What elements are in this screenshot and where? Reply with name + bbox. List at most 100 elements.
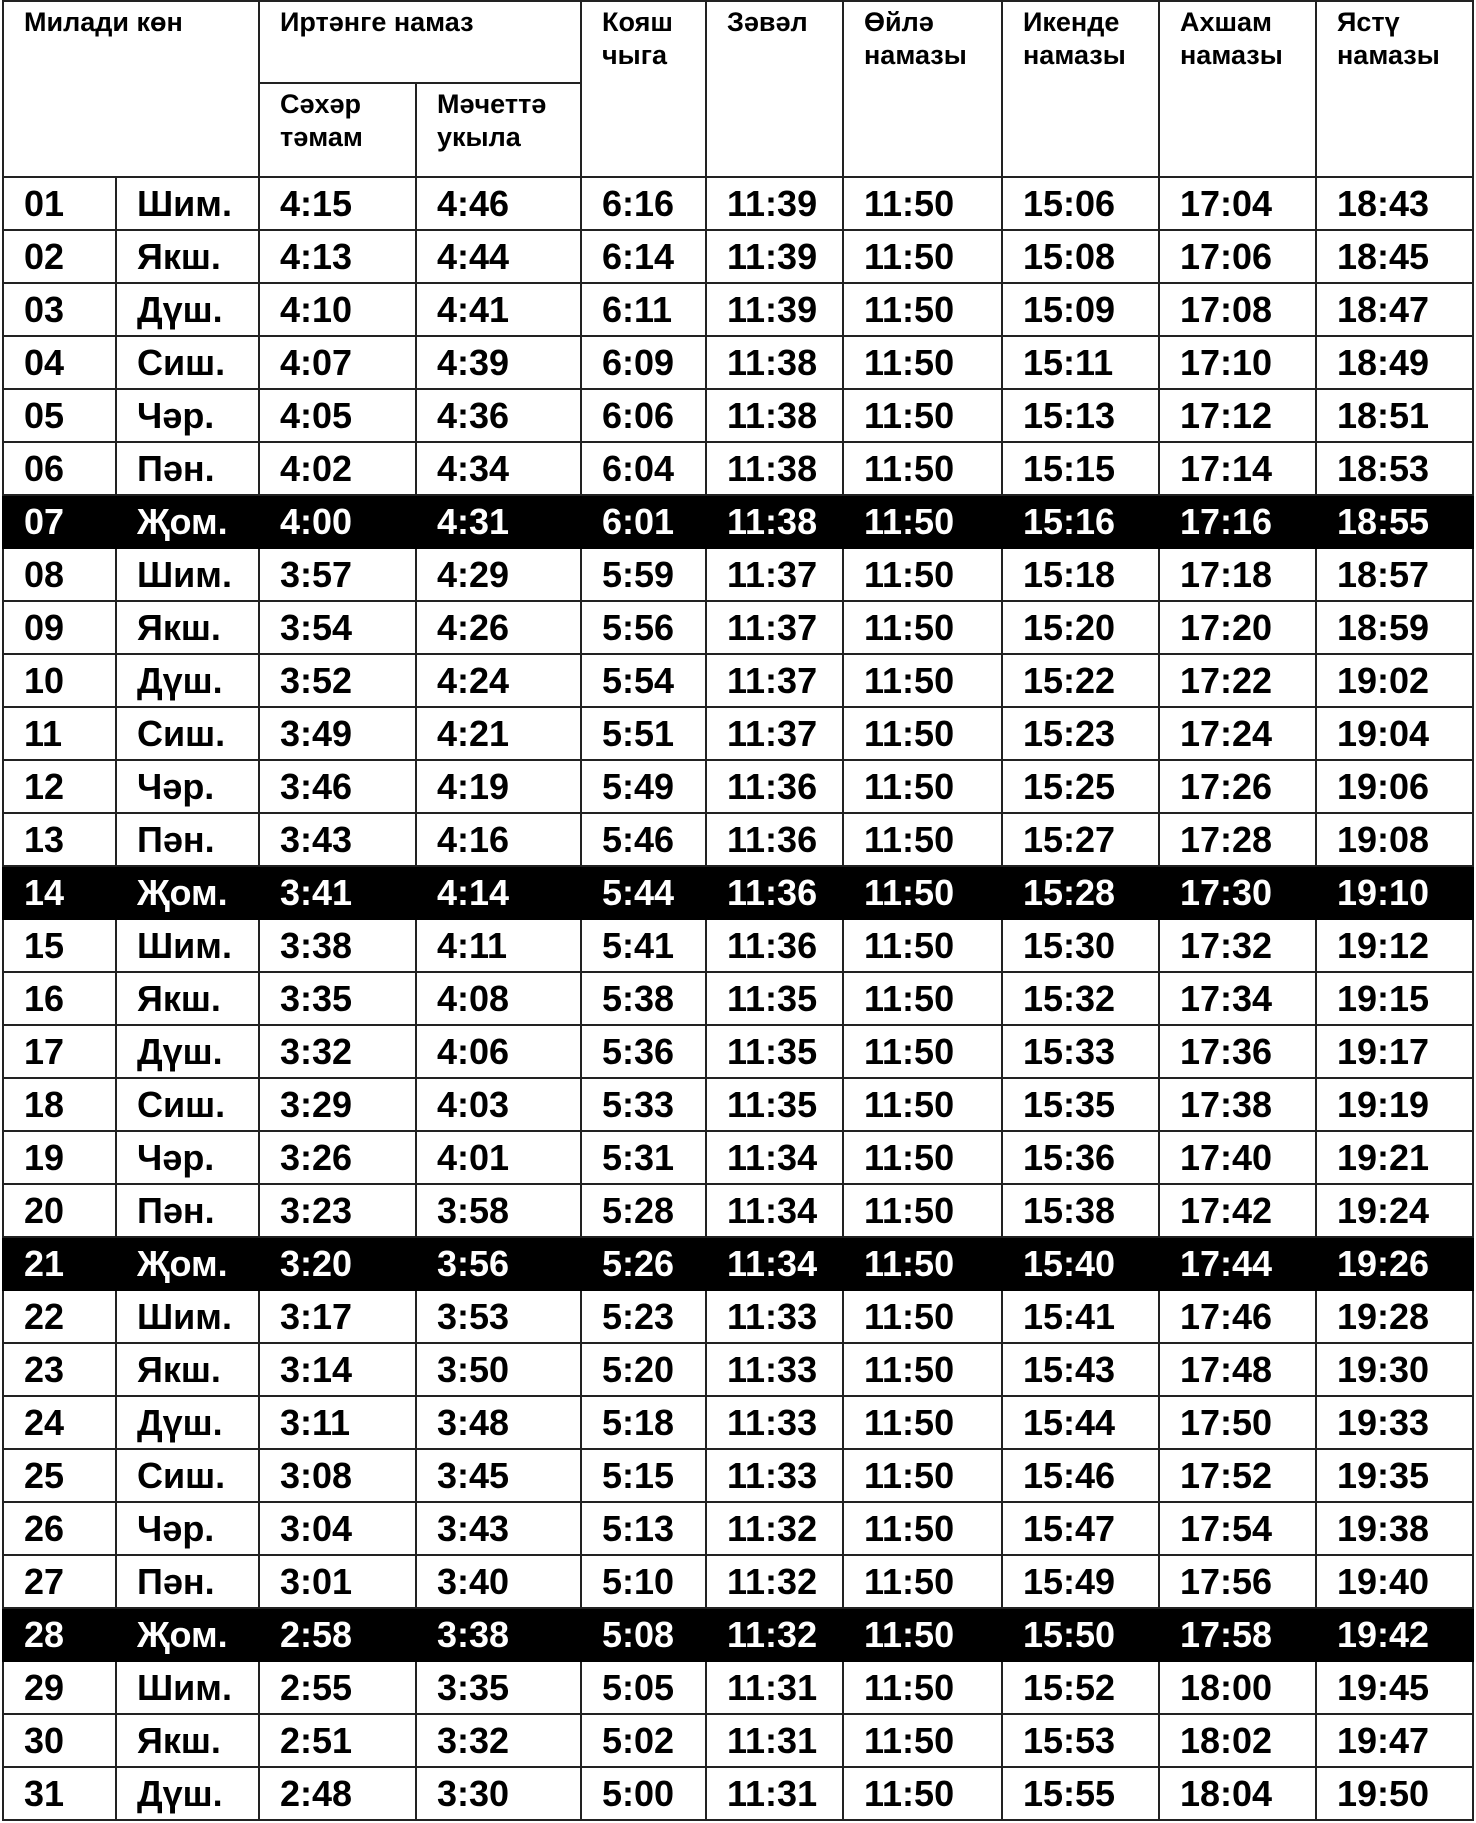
table-cell: Дүш. <box>115 653 260 708</box>
table-cell: 15:46 <box>1001 1448 1160 1503</box>
table-cell: 15:40 <box>1001 1236 1160 1291</box>
table-cell: 4:05 <box>258 388 417 443</box>
table-cell: 11:50 <box>842 1395 1003 1450</box>
table-cell: 11:50 <box>842 441 1003 496</box>
table-cell: Пән. <box>115 812 260 867</box>
table-cell: 06 <box>2 441 117 496</box>
table-cell: 11:33 <box>705 1395 844 1450</box>
table-cell: 18:47 <box>1315 282 1474 337</box>
table-cell: 3:52 <box>258 653 417 708</box>
table-cell: 08 <box>2 547 117 602</box>
table-cell: 4:00 <box>258 494 417 549</box>
table-cell: 11:50 <box>842 812 1003 867</box>
table-cell: 3:41 <box>258 865 417 920</box>
table-cell: 17:52 <box>1158 1448 1317 1503</box>
table-cell: 18:55 <box>1315 494 1474 549</box>
table-cell: 17:06 <box>1158 229 1317 284</box>
table-cell: 5:20 <box>580 1342 707 1397</box>
table-cell: 15:09 <box>1001 282 1160 337</box>
table-cell: 17:30 <box>1158 865 1317 920</box>
table-cell: 5:49 <box>580 759 707 814</box>
table-row: 28 Җом. 2:58 3:38 5:08 11:32 11:50 15:50 17:58 19… <box>2 1607 1474 1662</box>
table-cell: 5:08 <box>580 1607 707 1662</box>
header-date: Милади көн <box>2 0 260 178</box>
table-cell: 19:50 <box>1315 1766 1474 1821</box>
table-cell: 5:36 <box>580 1024 707 1079</box>
table-cell: 15:13 <box>1001 388 1160 443</box>
table-cell: 3:29 <box>258 1077 417 1132</box>
table-cell: 11:50 <box>842 1183 1003 1238</box>
table-cell: 11:34 <box>705 1183 844 1238</box>
table-cell: 19:35 <box>1315 1448 1474 1503</box>
table-row: 21 Җом. 3:20 3:56 5:26 11:34 11:50 15:40 17:44 19… <box>2 1236 1474 1291</box>
table-cell: 20 <box>2 1183 117 1238</box>
table-cell: 17:24 <box>1158 706 1317 761</box>
table-cell: 11:50 <box>842 1130 1003 1185</box>
table-row: 18 Сиш. 3:29 4:03 5:33 11:35 11:50 15:35 17:38 19… <box>2 1077 1474 1132</box>
table-cell: 5:59 <box>580 547 707 602</box>
table-cell: 4:16 <box>415 812 582 867</box>
table-row: 27 Пән. 3:01 3:40 5:10 11:32 11:50 15:49 17:56 19… <box>2 1554 1474 1609</box>
table-cell: 11:50 <box>842 759 1003 814</box>
table-cell: 2:55 <box>258 1660 417 1715</box>
table-cell: Сиш. <box>115 1448 260 1503</box>
table-cell: 4:01 <box>415 1130 582 1185</box>
table-cell: 11:39 <box>705 176 844 231</box>
header-sunrise: Кояш чыга <box>580 0 707 178</box>
table-cell: 4:11 <box>415 918 582 973</box>
table-cell: 6:04 <box>580 441 707 496</box>
table-cell: 11:38 <box>705 335 844 390</box>
table-row: 03 Дүш. 4:10 4:41 6:11 11:39 11:50 15:09 17:08 18… <box>2 282 1474 337</box>
table-cell: 30 <box>2 1713 117 1768</box>
header-dhuhr: Өйлә намазы <box>842 0 1003 178</box>
table-cell: 5:28 <box>580 1183 707 1238</box>
table-cell: 3:43 <box>415 1501 582 1556</box>
table-cell: Шим. <box>115 1289 260 1344</box>
table-cell: 17:26 <box>1158 759 1317 814</box>
table-cell: 5:46 <box>580 812 707 867</box>
table-cell: 3:43 <box>258 812 417 867</box>
table-row: 13 Пән. 3:43 4:16 5:46 11:36 11:50 15:27 17:28 19… <box>2 812 1474 867</box>
table-cell: 4:13 <box>258 229 417 284</box>
table-cell: 11:50 <box>842 865 1003 920</box>
table-cell: Шим. <box>115 547 260 602</box>
table-cell: Чәр. <box>115 759 260 814</box>
table-cell: Сиш. <box>115 706 260 761</box>
table-cell: 17:54 <box>1158 1501 1317 1556</box>
table-cell: 22 <box>2 1289 117 1344</box>
table-cell: 18:53 <box>1315 441 1474 496</box>
table-cell: 5:23 <box>580 1289 707 1344</box>
table-cell: 11:31 <box>705 1660 844 1715</box>
table-cell: 3:32 <box>258 1024 417 1079</box>
table-cell: 12 <box>2 759 117 814</box>
table-row: 31 Дүш. 2:48 3:30 5:00 11:31 11:50 15:55 18:04 19… <box>2 1766 1474 1821</box>
table-cell: 17:08 <box>1158 282 1317 337</box>
table-cell: 11:35 <box>705 971 844 1026</box>
table-cell: 24 <box>2 1395 117 1450</box>
table-cell: Якш. <box>115 971 260 1026</box>
table-cell: 15:41 <box>1001 1289 1160 1344</box>
table-cell: 17:04 <box>1158 176 1317 231</box>
table-cell: 17:44 <box>1158 1236 1317 1291</box>
table-cell: 15:06 <box>1001 176 1160 231</box>
table-cell: 3:56 <box>415 1236 582 1291</box>
table-cell: 19:08 <box>1315 812 1474 867</box>
table-cell: 3:26 <box>258 1130 417 1185</box>
table-cell: 17:56 <box>1158 1554 1317 1609</box>
table-cell: 11:31 <box>705 1766 844 1821</box>
table-cell: 4:21 <box>415 706 582 761</box>
table-cell: 5:05 <box>580 1660 707 1715</box>
table-cell: Дүш. <box>115 1024 260 1079</box>
table-cell: 5:41 <box>580 918 707 973</box>
table-cell: 19:30 <box>1315 1342 1474 1397</box>
table-row: 14 Җом. 3:41 4:14 5:44 11:36 11:50 15:28 17:30 19… <box>2 865 1474 920</box>
table-cell: 5:51 <box>580 706 707 761</box>
table-cell: 11:50 <box>842 547 1003 602</box>
table-cell: 6:14 <box>580 229 707 284</box>
table-row: 02 Якш. 4:13 4:44 6:14 11:39 11:50 15:08 17:06 18… <box>2 229 1474 284</box>
table-cell: Сиш. <box>115 335 260 390</box>
table-cell: Җом. <box>115 865 260 920</box>
table-cell: 15:30 <box>1001 918 1160 973</box>
table-cell: 15:08 <box>1001 229 1160 284</box>
